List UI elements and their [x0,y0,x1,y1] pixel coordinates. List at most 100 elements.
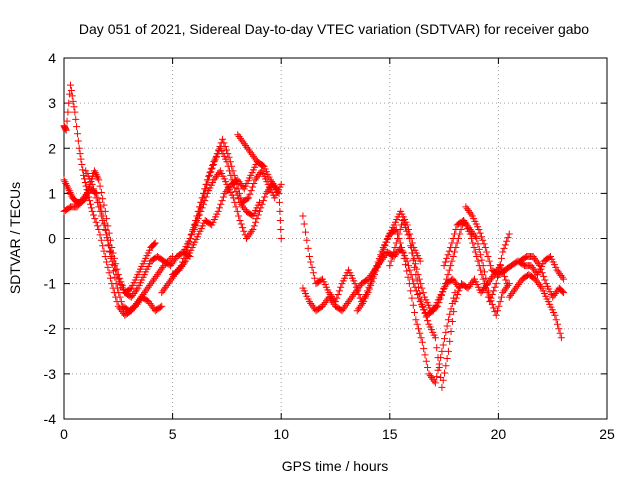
data-point-interp [160,285,168,293]
data-point [240,140,248,148]
data-point-interp [451,230,459,238]
data-point-interp [268,178,276,186]
data-point-interp [482,284,490,292]
data-point-interp [321,299,329,307]
data-point-interp [531,267,539,275]
data-point-interp [104,236,112,244]
data-point-interp [115,289,123,297]
data-point [234,131,242,139]
data-point-interp [477,251,485,259]
data-point-interp [441,258,449,266]
data-point-interp [445,247,453,255]
data-point [408,244,416,252]
data-point-interp [424,317,432,325]
data-point [447,262,455,270]
data-point-interp [168,260,176,268]
data-point-interp [193,218,201,226]
data-point-interp [348,292,356,300]
data-point-interp [411,260,419,268]
data-point-interp [209,160,217,168]
data-point-interp [237,194,245,202]
data-point-interp [106,247,114,255]
data-point-interp [232,203,240,211]
data-point-interp [65,187,73,195]
data-point [277,235,285,242]
data-point-interp [103,231,111,239]
data-point-interp [341,303,349,311]
data-point [492,280,500,288]
data-point-interp [468,279,476,287]
data-point-interp [490,287,498,295]
data-point-interp [449,253,457,261]
data-point-interp [265,186,273,194]
data-point-interp [502,276,510,284]
data-point-interp [240,204,248,212]
data-point-interp [224,150,232,158]
series-track-i [234,131,281,193]
x-axis-label: GPS time / hours [282,458,389,474]
data-point-interp [130,290,138,298]
data-point [71,108,79,116]
data-point [431,379,439,387]
data-point [221,189,229,197]
data-point-interp [503,283,511,291]
data-point-interp [374,258,382,266]
data-point-interp [219,193,227,201]
data-point-interp [237,220,245,228]
data-point-interp [441,280,449,288]
data-point-interp [213,150,221,158]
data-point-interp [426,372,434,380]
data-point-interp [501,285,509,293]
data-point-interp [446,337,454,345]
data-point [499,248,507,256]
data-point-interp [326,290,334,298]
data-point-interp [167,276,175,284]
data-point-interp [400,220,408,228]
data-point-interp [96,231,104,239]
data-point-interp [136,297,144,305]
data-point-interp [478,271,486,279]
data-point-interp [416,329,424,337]
data-point-interp [109,257,117,265]
y-tick-label: -1 [44,276,57,292]
data-point [190,225,198,233]
data-point-interp [201,197,209,205]
data-point [305,253,313,261]
grid [64,58,607,419]
data-point-interp [259,161,267,169]
data-point-interp [538,269,546,277]
data-point-interp [131,288,139,296]
data-point-interp [308,263,316,271]
data-point-interp [395,230,403,238]
y-axis-label: SDTVAR / TECUs [7,182,23,294]
data-point-interp [91,215,99,223]
data-point-interp [91,189,99,197]
data-point-interp [230,171,238,179]
data-point-interp [92,218,100,226]
data-point [373,262,381,270]
data-point-interp [404,273,412,281]
data-point-interp [404,262,412,270]
data-point-interp [477,233,485,241]
data-point-interp [396,225,404,233]
data-point-interp [252,218,260,226]
data-point [247,149,255,157]
data-point [95,176,103,184]
data-point-interp [487,262,495,270]
data-point-interp [116,293,124,301]
data-point-interp [99,195,107,203]
data-point-interp [415,275,423,283]
data-points [60,81,568,391]
data-point-interp [309,303,317,311]
data-point [318,302,326,310]
data-point [197,207,205,215]
data-point-interp [261,193,269,201]
series-track-m [386,216,511,391]
data-point-interp [356,303,364,311]
data-point-interp [343,299,351,307]
data-point-interp [400,254,408,262]
data-point-interp [471,248,479,256]
data-point [481,244,489,252]
data-point-interp [463,205,471,213]
data-point-interp [144,283,152,291]
